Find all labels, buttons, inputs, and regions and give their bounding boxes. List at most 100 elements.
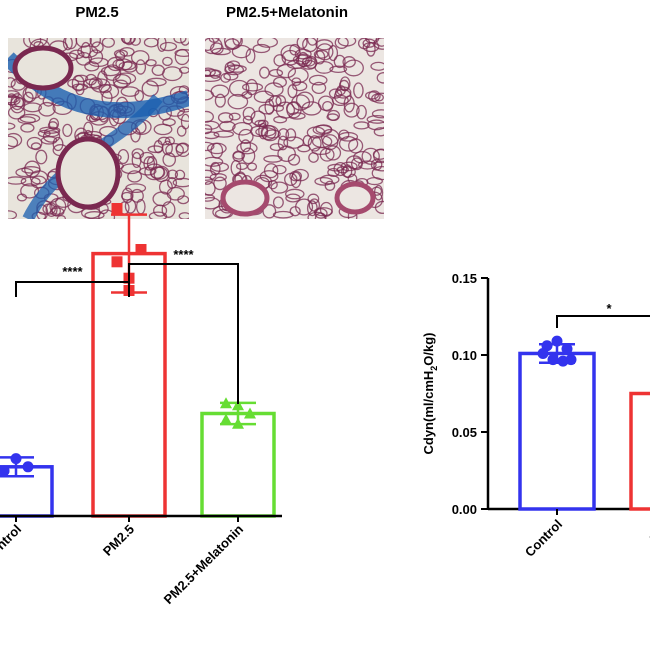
alveolus-texture: [241, 147, 256, 165]
alveolus-texture: [88, 49, 104, 65]
alveolus-texture: [84, 211, 105, 219]
alveolus-texture: [281, 49, 300, 66]
alveolus-texture: [15, 167, 34, 178]
significance-bracket: [556, 315, 650, 328]
data-point: [0, 465, 10, 477]
alveolus-texture: [285, 193, 301, 203]
alveolus-texture: [148, 211, 168, 219]
alveolus-texture: [314, 176, 333, 186]
alveolus-texture: [238, 128, 254, 145]
alveolus-texture: [306, 126, 326, 139]
alveolus-texture: [205, 67, 216, 77]
significance-label: *: [606, 301, 612, 316]
alveolus-texture: [292, 81, 308, 92]
alveolus-texture: [205, 110, 214, 123]
alveolus-texture: [228, 79, 250, 97]
alveolus-texture: [366, 177, 383, 186]
micrograph-title-pm25-melatonin: PM2.5+Melatonin: [226, 4, 348, 21]
alveolus-texture: [127, 170, 143, 183]
alveolus-texture: [295, 91, 315, 109]
alveolus-texture: [325, 145, 342, 161]
alveolus-texture: [98, 209, 116, 219]
bar-chart-fibrosis: ntrol PM2.5 PM2.5+Melatonin **** ****: [0, 203, 282, 607]
alveolus-texture: [71, 83, 89, 91]
alveolus-texture: [162, 118, 176, 127]
alveolus-texture: [280, 44, 301, 62]
alveolus-texture: [356, 104, 367, 120]
alveolus-texture: [270, 181, 289, 194]
alveolus-texture: [30, 142, 42, 151]
x-tick-label: ntrol: [0, 522, 24, 553]
alveolus-texture: [167, 169, 179, 180]
alveolus-texture: [306, 38, 319, 46]
bar-chart-cdyn: 0.00 0.05 0.10 0.15 Cdyn(ml/cmH2O/kg) Control…: [421, 271, 650, 560]
alveolus-texture: [232, 121, 253, 136]
alveolus-texture: [123, 38, 135, 46]
alveolus-texture: [205, 169, 217, 181]
data-point: [561, 343, 573, 355]
alveolus-texture: [8, 176, 27, 185]
alveolus-texture: [42, 203, 56, 215]
airway-lumen: [220, 179, 270, 217]
micrograph-image-pm25-melatonin: [205, 38, 384, 219]
alveolus-texture: [162, 56, 173, 67]
alveolus-texture: [205, 141, 215, 152]
alveolus-texture: [210, 142, 224, 159]
alveolus-texture: [230, 159, 242, 177]
alveolus-texture: [146, 77, 167, 87]
alveolus-texture: [226, 60, 241, 70]
alveolus-texture: [217, 112, 234, 124]
alveolus-texture: [242, 106, 256, 121]
alveolus-texture: [297, 144, 311, 153]
alveolus-texture: [314, 61, 334, 74]
alveolus-texture: [350, 157, 363, 171]
alveolus-texture: [370, 61, 384, 71]
alveolus-texture: [90, 78, 111, 93]
alveolus-texture: [241, 82, 264, 92]
alveolus-texture: [8, 122, 16, 130]
alveolus-texture: [268, 68, 284, 77]
data-point: [244, 407, 256, 419]
alveolus-texture: [247, 162, 258, 171]
alveolus-texture: [338, 135, 359, 152]
alveolus-texture: [214, 93, 226, 108]
alveolus-texture: [153, 123, 173, 136]
alveolus-texture: [210, 162, 230, 172]
significance-bracket: [128, 263, 239, 404]
alveolus-texture: [205, 196, 221, 210]
alveolus-texture: [322, 100, 333, 112]
alveolus-texture: [340, 165, 356, 178]
alveolus-texture: [8, 93, 18, 106]
alveolus-texture: [8, 135, 19, 150]
data-point: [551, 335, 563, 347]
alveolus-texture: [115, 72, 137, 85]
alveolus-texture: [289, 43, 301, 56]
alveolus-texture: [158, 179, 173, 195]
alveolus-texture: [159, 41, 178, 52]
alveolus-texture: [135, 59, 147, 75]
bar-0: [518, 351, 596, 511]
micrograph-image-pm25: [8, 38, 189, 219]
alveolus-texture: [275, 95, 287, 107]
alveolus-texture: [112, 73, 132, 88]
alveolus-texture: [301, 101, 322, 116]
alveolus-texture: [101, 38, 115, 48]
bar-1: [629, 391, 650, 511]
alveolus-texture: [224, 64, 245, 76]
alveolus-texture: [319, 147, 335, 162]
alveolus-texture: [250, 110, 266, 126]
alveolus-texture: [277, 128, 290, 141]
alveolus-texture: [205, 193, 216, 202]
data-point: [135, 244, 147, 255]
alveolus-texture: [371, 109, 384, 119]
alveolus-texture: [124, 198, 137, 214]
alveolus-texture: [42, 130, 61, 143]
alveolus-texture: [373, 127, 384, 137]
alveolus-texture: [47, 121, 58, 130]
alveolus-texture: [329, 65, 348, 73]
alveolus-texture: [311, 81, 327, 95]
y-tick-label: 0.15: [452, 271, 477, 286]
data-point: [547, 354, 559, 366]
alveolus-texture: [361, 147, 380, 165]
alveolus-texture: [218, 120, 236, 132]
